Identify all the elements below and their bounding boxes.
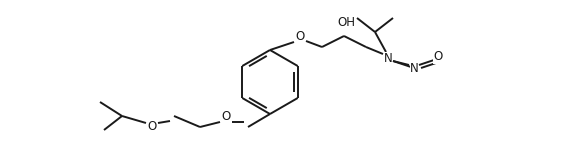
Text: O: O — [221, 109, 230, 123]
Text: O: O — [434, 50, 443, 64]
Text: O: O — [147, 121, 157, 133]
Text: N: N — [384, 52, 392, 64]
Text: OH: OH — [337, 16, 355, 29]
Text: N: N — [410, 62, 418, 76]
Text: O: O — [295, 29, 305, 43]
